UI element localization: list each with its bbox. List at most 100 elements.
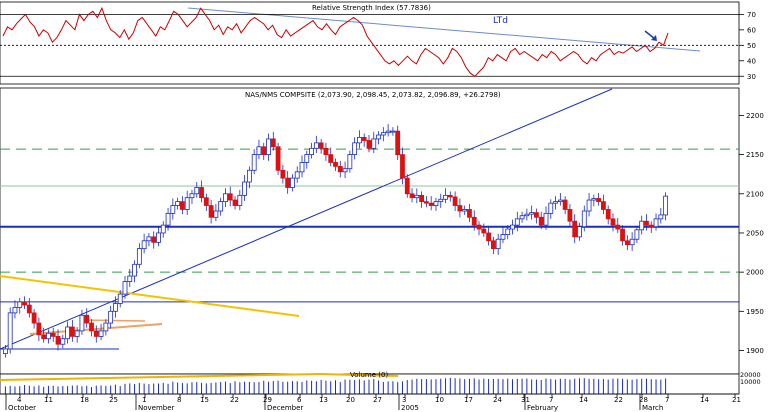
candle-body	[481, 228, 487, 234]
candle-body	[505, 228, 511, 235]
price-tick-label: 2200	[746, 112, 764, 120]
rsi-ltd-annotation: LTd	[493, 16, 508, 26]
candle-body	[299, 162, 305, 173]
price-tick-label: 2050	[746, 229, 764, 237]
x-tick-label: 27	[373, 396, 382, 404]
candle-body	[146, 236, 152, 242]
candle-body	[69, 326, 75, 337]
candle-body	[203, 197, 209, 206]
candle-body	[7, 312, 13, 350]
candle-body	[36, 322, 42, 336]
candle-body	[184, 197, 190, 210]
candle-body	[658, 214, 664, 220]
candle-body	[490, 240, 496, 250]
candle-body	[261, 146, 267, 156]
x-tick-label: 22	[614, 396, 623, 404]
candle-body	[26, 304, 32, 314]
candle-body	[476, 224, 482, 230]
candle-body	[577, 226, 582, 238]
candle-body	[409, 193, 415, 199]
candle-body	[557, 199, 563, 203]
candle-body	[534, 212, 539, 218]
x-tick-label: 4	[17, 396, 22, 404]
candle-body	[385, 130, 391, 134]
month-label: March	[642, 404, 663, 412]
candle-body	[103, 322, 109, 332]
candle-body	[471, 216, 477, 226]
x-tick-label: 3	[402, 396, 406, 404]
candle-body	[663, 195, 669, 216]
candle-body	[60, 338, 66, 345]
candle-body	[629, 238, 635, 246]
candle-body	[84, 314, 90, 324]
candle-body	[596, 198, 602, 203]
candle-body	[495, 238, 501, 250]
x-tick-label: 11	[44, 396, 53, 404]
month-label: October	[8, 404, 36, 412]
x-tick-label: 28	[639, 396, 648, 404]
price-frame	[0, 87, 740, 375]
candle-body	[620, 228, 625, 242]
candle-body	[151, 236, 157, 243]
candle-body	[180, 201, 185, 210]
candle-body	[17, 301, 23, 308]
candle-body	[510, 224, 515, 230]
candle-body	[567, 209, 573, 222]
month-label: 2005	[401, 404, 419, 412]
x-tick-label: 18	[80, 396, 89, 404]
candle-body	[586, 199, 592, 212]
rsi-trend-line	[187, 7, 701, 52]
candle-body	[266, 138, 271, 156]
price-tick-label: 2150	[746, 151, 764, 159]
candle-body	[347, 154, 353, 170]
x-tick-label: 21	[732, 396, 741, 404]
x-tick-label: 10	[435, 396, 444, 404]
candle-body	[380, 132, 386, 136]
candle-body	[543, 212, 549, 226]
candle-body	[328, 154, 334, 163]
candle-body	[246, 169, 252, 183]
candle-body	[452, 196, 458, 206]
candle-body	[113, 303, 118, 312]
candle-body	[55, 335, 61, 345]
candle-body	[428, 202, 434, 206]
candle-body	[538, 216, 544, 226]
candle-body	[294, 171, 300, 179]
candle-body	[438, 198, 444, 203]
candle-body	[122, 281, 128, 295]
x-tick-label: 17	[464, 396, 473, 404]
x-axis: 4 11 18 25 1 8 15 22 29 6 13 20 27 3 10 17 24 31 7 14 22 28 7 1…	[0, 393, 741, 412]
candle-body	[390, 130, 396, 133]
candle-body	[419, 194, 425, 203]
candle-body	[524, 213, 530, 217]
candle-body	[65, 326, 70, 340]
candle-body	[251, 154, 257, 171]
candle-body	[634, 229, 640, 240]
candle-body	[213, 210, 219, 218]
candle-body	[486, 232, 491, 242]
candle-body	[404, 177, 410, 195]
candle-body	[400, 154, 405, 179]
x-tick-label: 25	[109, 396, 118, 404]
candle-body	[270, 138, 276, 148]
candle-body	[93, 330, 99, 337]
candle-body	[31, 312, 37, 324]
rsi-frame	[0, 1, 740, 85]
x-tick-label: 7	[665, 396, 669, 404]
candle-body	[74, 330, 80, 337]
candle-body	[309, 147, 314, 156]
candle-body	[610, 218, 616, 226]
rsi-tick-label: 50	[747, 42, 756, 50]
candle-body	[280, 169, 286, 179]
candle-body	[46, 332, 51, 340]
price-title: NAS/NMS COMPSITE (2,073.90, 2,098.45, 2,…	[245, 91, 501, 99]
month-label: December	[267, 404, 303, 412]
x-tick-label: 29	[263, 396, 272, 404]
candle-body	[414, 194, 420, 199]
rsi-tick-label: 30	[747, 73, 756, 81]
price-panel: NAS/NMS COMPSITE (2,073.90, 2,098.45, 2,…	[0, 87, 764, 375]
x-tick-label: 15	[200, 396, 209, 404]
candle-body	[357, 136, 362, 144]
candle-body	[653, 218, 659, 228]
